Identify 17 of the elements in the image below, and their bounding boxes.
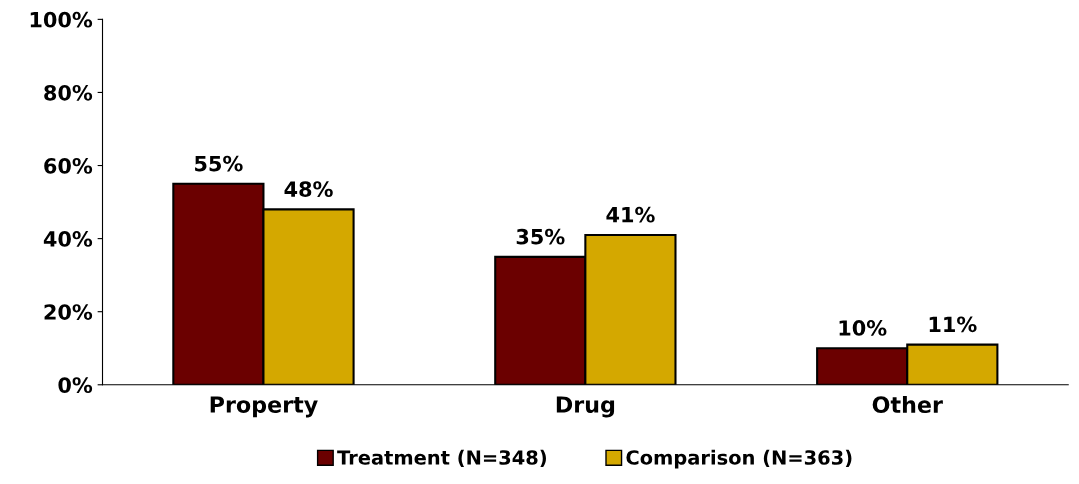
data-label: 10% [839,320,887,336]
legend-label: Comparison (N=363) [626,449,852,469]
y-tick-label: 40% [43,231,93,247]
x-tick-label: Other [872,395,943,414]
y-tick-label: 0% [58,377,93,393]
y-tick-label: 60% [44,157,93,174]
data-label: 35% [516,228,565,245]
data-label: 55% [195,155,243,172]
y-tick-label: 20% [44,304,93,320]
x-tick-label: Drug [556,396,615,418]
data-label: 48% [284,181,333,198]
data-label: 41% [606,206,655,223]
legend-label: Treatment (N=348) [337,449,546,468]
y-tick-label: 100% [30,11,93,28]
x-tick-label: Property [210,396,318,418]
data-label: 11% [929,316,977,333]
y-tick-label: 80% [44,84,93,101]
